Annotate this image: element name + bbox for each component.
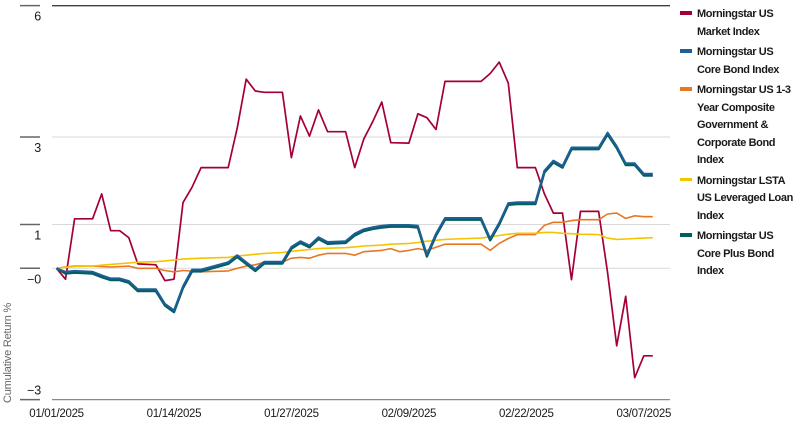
series-line-2 — [56, 212, 653, 273]
legend-label: Morningstar US Core Plus Bond Index — [697, 230, 774, 277]
y-tick-label: 3 — [34, 141, 41, 155]
x-tick-label: 01/14/2025 — [147, 408, 202, 420]
legend-item-4: Morningstar US Core Plus Bond Index — [680, 228, 800, 281]
y-tick-label: −3 — [27, 384, 41, 398]
x-tick-label: 01/27/2025 — [264, 408, 319, 420]
legend-item-1: Morningstar US Core Bond Index — [680, 44, 800, 79]
series-line-0 — [55, 61, 653, 379]
series-line-4 — [55, 133, 653, 314]
x-tick-label: 01/01/2025 — [29, 408, 84, 420]
legend-label: Morningstar US Core Bond Index — [697, 46, 780, 76]
legend-swatch-icon — [680, 233, 692, 237]
y-tick-label: 6 — [34, 10, 41, 24]
legend-item-3: Morningstar LSTA US Leveraged Loan Index — [680, 173, 800, 226]
chart-legend: Morningstar US Market Index Morningstar US… — [680, 6, 800, 284]
legend-item-2: Morningstar US 1-3 Year Composite Governme… — [680, 82, 800, 170]
y-tick-label: −0 — [27, 272, 41, 286]
x-tick-label: 02/09/2025 — [382, 408, 437, 420]
x-tick-label: 03/07/2025 — [616, 408, 671, 420]
legend-item-0: Morningstar US Market Index — [680, 6, 800, 41]
legend-label: Morningstar US Market Index — [697, 8, 774, 38]
y-axis-title: Cumulative Return % — [2, 302, 14, 403]
legend-label: Morningstar LSTA US Leveraged Loan Index — [697, 174, 793, 222]
legend-label: Morningstar US 1-3 Year Composite Governme… — [697, 84, 791, 166]
legend-swatch-icon — [680, 87, 692, 91]
x-tick-label: 02/22/2025 — [499, 408, 554, 420]
y-tick-label: 1 — [34, 229, 41, 243]
legend-swatch-icon — [680, 49, 692, 53]
series-line-1 — [56, 131, 653, 312]
series-line-3 — [56, 231, 653, 270]
legend-swatch-icon — [680, 11, 692, 15]
legend-swatch-icon — [680, 177, 692, 181]
